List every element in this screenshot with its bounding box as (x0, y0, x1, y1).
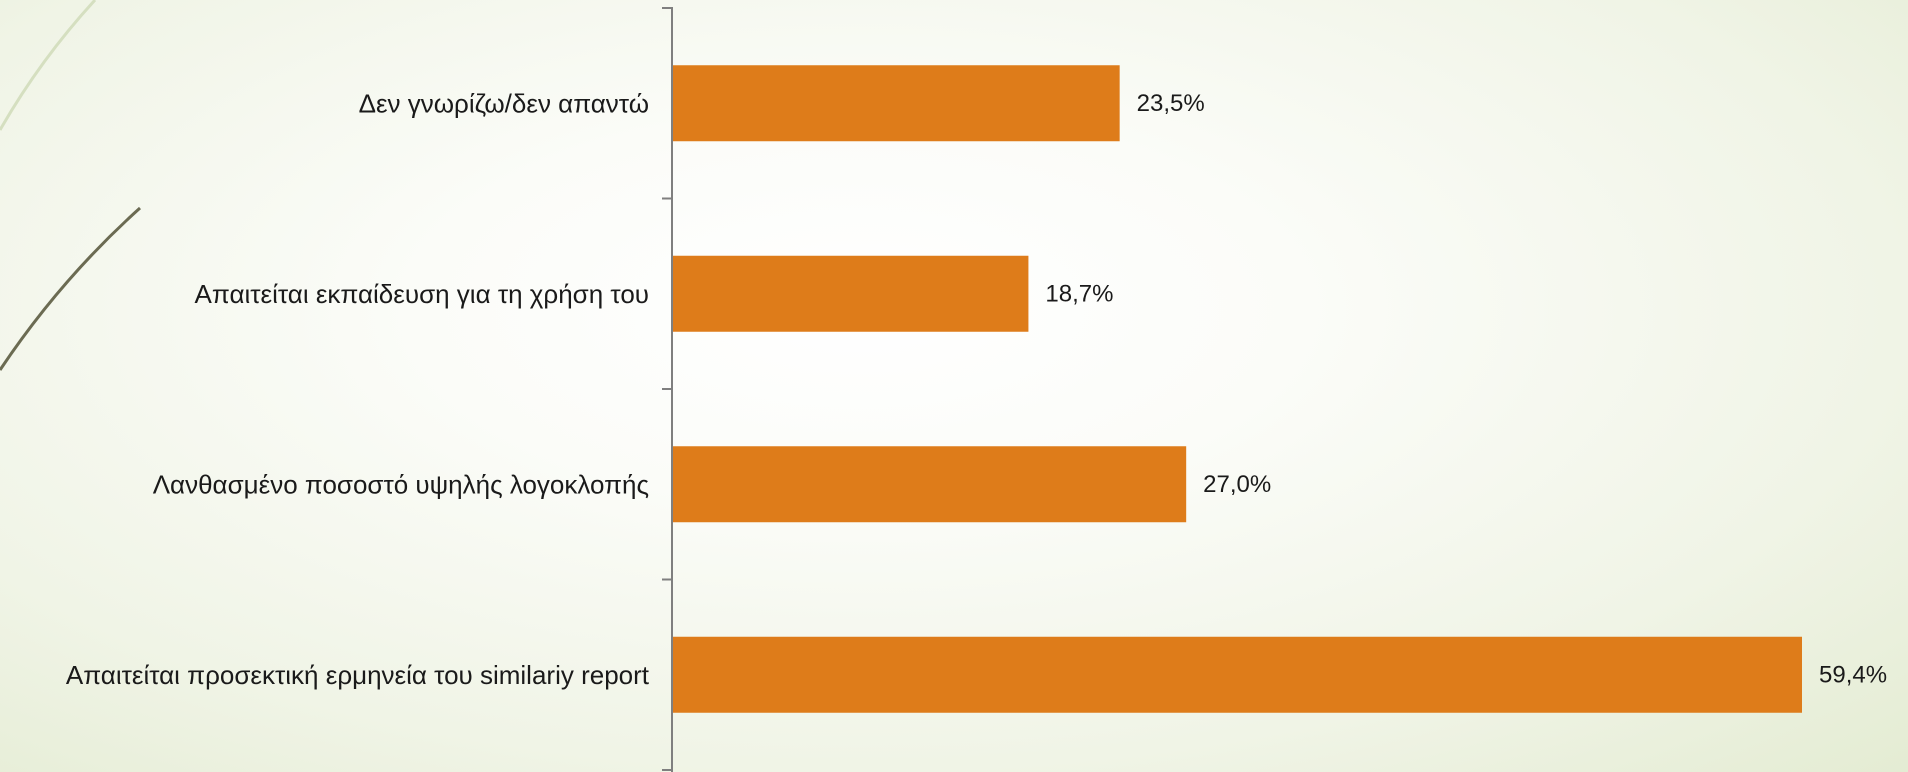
value-label: 18,7% (1045, 280, 1113, 307)
value-label: 27,0% (1203, 471, 1271, 498)
bar-3 (673, 636, 1802, 713)
bars-group (673, 65, 1802, 713)
category-label: Απαιτείται προσεκτική ερμηνεία του simil… (66, 660, 650, 690)
value-label: 59,4% (1819, 661, 1887, 688)
bar-1 (673, 255, 1029, 332)
bar-2 (673, 446, 1187, 523)
category-label: Δεν γνωρίζω/δεν απαντώ (359, 88, 649, 118)
y-axis-ticks (662, 7, 673, 771)
value-label: 23,5% (1137, 90, 1205, 117)
value-labels: 23,5% 18,7% 27,0% 59,4% (1045, 90, 1887, 689)
bar-0 (673, 65, 1120, 142)
category-label: Απαιτείται εκπαίδευση για τη χρήση του (195, 279, 649, 309)
category-labels: Δεν γνωρίζω/δεν απαντώ Απαιτείται εκπαίδε… (66, 88, 650, 690)
decorative-swoosh (0, 0, 142, 371)
category-label: Λανθασμένο ποσοστό υψηλής λογοκλοπής (153, 469, 649, 499)
